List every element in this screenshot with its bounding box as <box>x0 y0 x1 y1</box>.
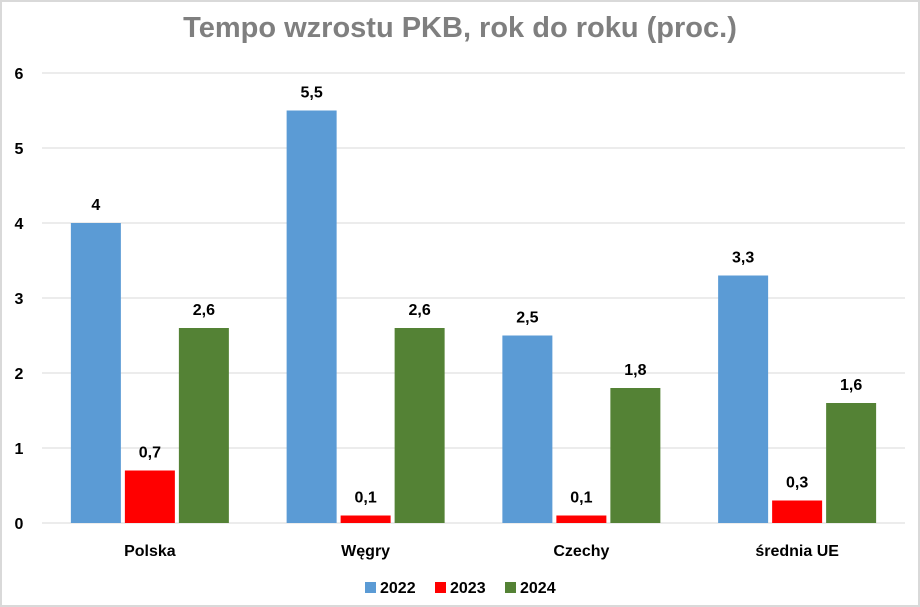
legend-label: 2022 <box>380 580 416 597</box>
bar <box>70 223 121 523</box>
data-label: 4 <box>91 197 100 214</box>
legend-label: 2024 <box>520 580 556 597</box>
legend-label: 2023 <box>450 580 486 597</box>
category-label: Polska <box>124 543 176 560</box>
bar <box>772 500 823 523</box>
data-label: 0,1 <box>570 490 592 507</box>
bar <box>340 515 391 523</box>
data-label: 2,5 <box>516 310 538 327</box>
data-labels: 4 0,7 2,6 5,5 0,1 2,6 2,5 0,1 1,8 3,3 0,3 1,6 <box>91 85 862 507</box>
bar <box>502 335 553 523</box>
category-label: średnia UE <box>755 543 839 560</box>
category-label: Czechy <box>553 543 609 560</box>
legend-swatch <box>435 582 446 593</box>
bars <box>70 110 877 523</box>
bar <box>556 515 607 523</box>
gridlines <box>42 72 905 524</box>
chart-title: Tempo wzrostu PKB, rok do roku (proc.) <box>183 12 737 44</box>
bar <box>718 275 769 523</box>
category-labels: Polska Węgry Czechy średnia UE <box>124 543 839 560</box>
y-tick-label: 1 <box>15 441 24 458</box>
data-label: 0,3 <box>786 475 808 492</box>
y-tick-label: 4 <box>15 216 24 233</box>
bar <box>610 388 661 523</box>
y-tick-label: 3 <box>15 291 24 308</box>
data-label: 2,6 <box>193 302 215 319</box>
data-label: 0,7 <box>139 445 161 462</box>
data-label: 0,1 <box>355 490 377 507</box>
y-tick-label: 2 <box>15 366 24 383</box>
y-axis-tick-labels: 0 1 2 3 4 5 6 <box>15 66 24 533</box>
y-tick-label: 6 <box>15 66 24 83</box>
y-tick-label: 5 <box>15 141 24 158</box>
data-label: 2,6 <box>409 302 431 319</box>
legend: 2022 2023 2024 <box>365 580 556 597</box>
bar <box>826 403 877 523</box>
legend-swatch <box>505 582 516 593</box>
legend-swatch <box>365 582 376 593</box>
data-label: 1,6 <box>840 377 862 394</box>
bar <box>124 470 175 523</box>
y-tick-label: 0 <box>15 516 24 533</box>
bar <box>394 328 445 523</box>
bar <box>286 110 337 523</box>
data-label: 1,8 <box>624 362 646 379</box>
data-label: 3,3 <box>732 250 754 267</box>
data-label: 5,5 <box>301 85 323 102</box>
bar <box>178 328 229 523</box>
category-label: Węgry <box>341 543 390 560</box>
